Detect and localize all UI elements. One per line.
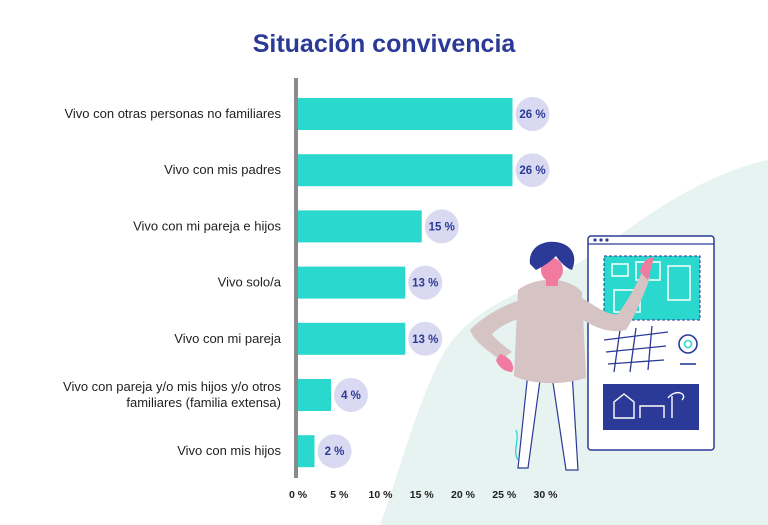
- value-label: 26 %: [519, 165, 545, 177]
- category-label: Vivo con mis hijos: [177, 443, 281, 458]
- x-tick-label: 5 %: [330, 489, 349, 501]
- x-tick-label: 30 %: [534, 489, 559, 501]
- value-badge: [334, 378, 368, 412]
- bars-group: [298, 98, 513, 468]
- illustration: [470, 235, 715, 471]
- value-badge: [515, 97, 550, 131]
- value-label: 13 %: [412, 334, 438, 346]
- category-label: Vivo solo/a: [218, 275, 282, 290]
- value-labels-group: 26 % 26 % 15 % 13 % 13 % 4 % 2 %: [317, 97, 550, 469]
- x-tick-label: 25 %: [492, 489, 517, 501]
- category-labels-group: Vivo con otras personas no familiares Viv…: [63, 106, 282, 458]
- x-tick-label: 15 %: [410, 489, 435, 501]
- bar: [298, 379, 331, 411]
- chart-title: Situación convivencia: [253, 30, 517, 58]
- value-label: 2 %: [325, 446, 345, 458]
- value-badge: [424, 209, 459, 244]
- value-label: 13 %: [412, 278, 438, 290]
- value-badge: [408, 265, 443, 300]
- value-label: 4 %: [341, 390, 361, 402]
- category-label: Vivo con mi pareja e hijos: [133, 218, 281, 233]
- bar: [298, 322, 406, 355]
- bar: [298, 98, 513, 130]
- category-label: Vivo con mi pareja: [174, 331, 281, 346]
- x-tick-labels-group: 0 % 5 % 10 % 15 % 20 % 25 % 30 %: [289, 489, 558, 501]
- value-label: 26 %: [519, 109, 545, 121]
- value-badge: [515, 153, 550, 188]
- woman-figure-icon: [470, 241, 654, 471]
- bar: [298, 154, 513, 187]
- category-label: Vivo con mis padres: [164, 162, 281, 177]
- value-label: 15 %: [429, 221, 455, 233]
- bar: [298, 435, 315, 468]
- bar: [298, 266, 406, 299]
- category-label: Vivo con otras personas no familiares: [64, 106, 281, 121]
- value-badge: [408, 321, 443, 356]
- bar: [298, 210, 422, 243]
- value-badge: [317, 434, 352, 469]
- x-tick-label: 20 %: [451, 489, 476, 501]
- x-tick-label: 10 %: [369, 489, 394, 501]
- location-pin-icon: [678, 334, 698, 365]
- category-label: Vivo con pareja y/o mis hijos y/o otros f…: [63, 379, 281, 410]
- x-tick-label: 0 %: [289, 489, 308, 501]
- map-board-icon: [587, 235, 715, 451]
